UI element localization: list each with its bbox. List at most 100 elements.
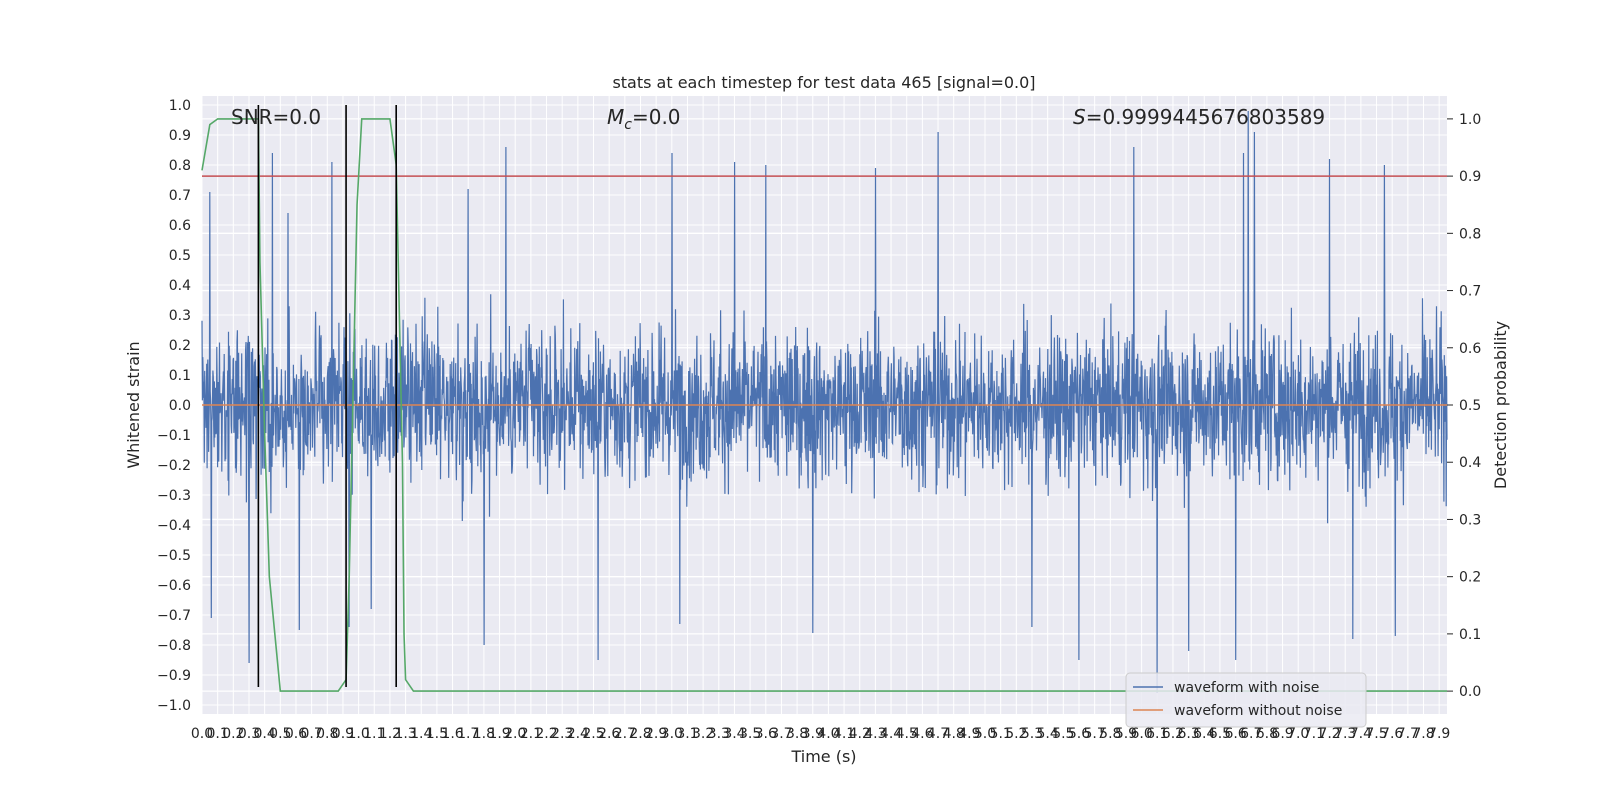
- x-tick-label: 2.6: [598, 726, 620, 742]
- y-axis-ticks: −1.0 −0.9 −0.8 −0.7 −0.6 −0.5 −0.4 −0.3 −0.2 −0.1…: [157, 98, 191, 714]
- annotation-score: S=0.9999445676803589: [1073, 105, 1325, 129]
- x-tick-label: 2.7: [614, 726, 636, 742]
- annotation-snr: SNR=0.0: [231, 105, 321, 129]
- x-tick-label: 7.4: [1350, 726, 1372, 742]
- x-tick-label: 5.0: [974, 726, 996, 742]
- x-tick-label: 2.8: [629, 726, 651, 742]
- y-tick-label: −0.8: [157, 638, 191, 654]
- annotation-mc-value: =0.0: [632, 105, 681, 129]
- y-tick-label: 0.2: [169, 338, 191, 354]
- y-tick-label: −1.0: [157, 698, 191, 714]
- y-tick-label: −0.7: [157, 608, 191, 624]
- y2-tick-label: 0.8: [1459, 226, 1481, 242]
- x-tick-label: 4.1: [833, 726, 855, 742]
- y2-axis-ticks: 0.0 0.1 0.2 0.3 0.4 0.5 0.6 0.7 0.8 0.9 1.0: [1447, 112, 1481, 700]
- x-tick-label: 5.9: [1115, 726, 1137, 742]
- x-tick-label: 5.1: [990, 726, 1012, 742]
- y2-tick-label: 0.0: [1459, 684, 1481, 700]
- x-tick-label: 1.5: [426, 726, 448, 742]
- x-tick-label: 1.1: [363, 726, 385, 742]
- x-tick-label: 5.2: [1005, 726, 1027, 742]
- y-tick-label: −0.9: [157, 668, 191, 684]
- y-tick-label: 0.5: [169, 248, 191, 264]
- x-tick-label: 2.0: [504, 726, 526, 742]
- x-tick-label: 4.3: [864, 726, 886, 742]
- legend-label-waveform-with-noise: waveform with noise: [1174, 680, 1319, 696]
- x-tick-label: 1.0: [347, 726, 369, 742]
- x-tick-label: 3.7: [770, 726, 792, 742]
- legend-label-waveform-without-noise: waveform without noise: [1174, 703, 1342, 719]
- annotation-chirp-mass: Mc=0.0: [607, 105, 681, 133]
- x-tick-label: 0.2: [222, 726, 244, 742]
- y2-tick-label: 0.1: [1459, 627, 1481, 643]
- x-tick-label: 2.2: [535, 726, 557, 742]
- annotation-s-symbol: S: [1073, 105, 1086, 129]
- y-axis-label: Whitened strain: [124, 341, 143, 468]
- x-tick-label: 1.8: [473, 726, 495, 742]
- x-tick-label: 7.7: [1397, 726, 1419, 742]
- x-tick-label: 5.8: [1099, 726, 1121, 742]
- x-tick-label: 0.7: [300, 726, 322, 742]
- x-tick-label: 6.7: [1240, 726, 1262, 742]
- noise-waveform-path: [201, 110, 1448, 694]
- annotation-s-value: =0.9999445676803589: [1086, 105, 1325, 129]
- y-tick-label: −0.5: [157, 548, 191, 564]
- y2-tick-label: 0.5: [1459, 398, 1481, 414]
- x-tick-label: 0.5: [269, 726, 291, 742]
- x-tick-label: 4.4: [880, 726, 902, 742]
- x-tick-label: 0.4: [254, 726, 276, 742]
- x-tick-label: 4.0: [817, 726, 839, 742]
- y-tick-label: 0.3: [169, 308, 191, 324]
- x-tick-label: 4.7: [927, 726, 949, 742]
- y-tick-label: −0.3: [157, 488, 191, 504]
- legend: waveform with noise waveform without noi…: [1125, 672, 1367, 728]
- x-tick-label: 1.6: [441, 726, 463, 742]
- x-tick-label: 3.2: [692, 726, 714, 742]
- x-tick-label: 7.9: [1428, 726, 1450, 742]
- y2-tick-label: 0.6: [1459, 341, 1481, 357]
- y-tick-label: −0.4: [157, 518, 191, 534]
- x-tick-label: 7.3: [1334, 726, 1356, 742]
- x-tick-label: 5.7: [1084, 726, 1106, 742]
- x-tick-label: 3.4: [723, 726, 745, 742]
- series-detection-probability: [201, 118, 1447, 692]
- x-tick-label: 0.8: [316, 726, 338, 742]
- y-tick-label: 0.4: [169, 278, 191, 294]
- x-tick-label: 1.9: [488, 726, 510, 742]
- x-tick-label: 6.5: [1209, 726, 1231, 742]
- legend-box: [1125, 672, 1367, 728]
- x-tick-label: 6.4: [1193, 726, 1215, 742]
- x-tick-label: 4.9: [958, 726, 980, 742]
- x-tick-label: 5.4: [1037, 726, 1059, 742]
- y-tick-label: 0.0: [169, 398, 191, 414]
- x-tick-label: 2.5: [582, 726, 604, 742]
- y2-tick-label: 1.0: [1459, 112, 1481, 128]
- y2-axis-label: Detection probability: [1491, 321, 1510, 489]
- x-tick-label: 3.6: [755, 726, 777, 742]
- x-tick-label: 0.9: [332, 726, 354, 742]
- x-tick-label: 4.8: [943, 726, 965, 742]
- y-tick-label: −0.6: [157, 578, 191, 594]
- x-tick-label: 1.2: [379, 726, 401, 742]
- x-tick-label: 3.8: [786, 726, 808, 742]
- x-tick-label: 3.3: [708, 726, 730, 742]
- y2-tick-label: 0.3: [1459, 512, 1481, 528]
- chart-title: stats at each timestep for test data 465…: [612, 73, 1035, 92]
- x-tick-label: 6.9: [1271, 726, 1293, 742]
- x-tick-label: 4.6: [911, 726, 933, 742]
- x-tick-label: 7.0: [1287, 726, 1309, 742]
- x-tick-label: 0.1: [207, 726, 229, 742]
- y-tick-label: −0.1: [157, 428, 191, 444]
- x-axis-label: Time (s): [790, 747, 856, 766]
- x-tick-label: 1.4: [410, 726, 432, 742]
- y2-tick-label: 0.2: [1459, 570, 1481, 586]
- y2-tick-label: 0.7: [1459, 284, 1481, 300]
- x-tick-label: 0.0: [191, 726, 213, 742]
- x-tick-label: 7.2: [1318, 726, 1340, 742]
- x-tick-label: 6.1: [1146, 726, 1168, 742]
- x-tick-label: 5.3: [1021, 726, 1043, 742]
- x-tick-label: 2.4: [567, 726, 589, 742]
- y-tick-label: 0.8: [169, 158, 191, 174]
- y2-tick-label: 0.4: [1459, 455, 1481, 471]
- y-tick-label: 1.0: [169, 98, 191, 114]
